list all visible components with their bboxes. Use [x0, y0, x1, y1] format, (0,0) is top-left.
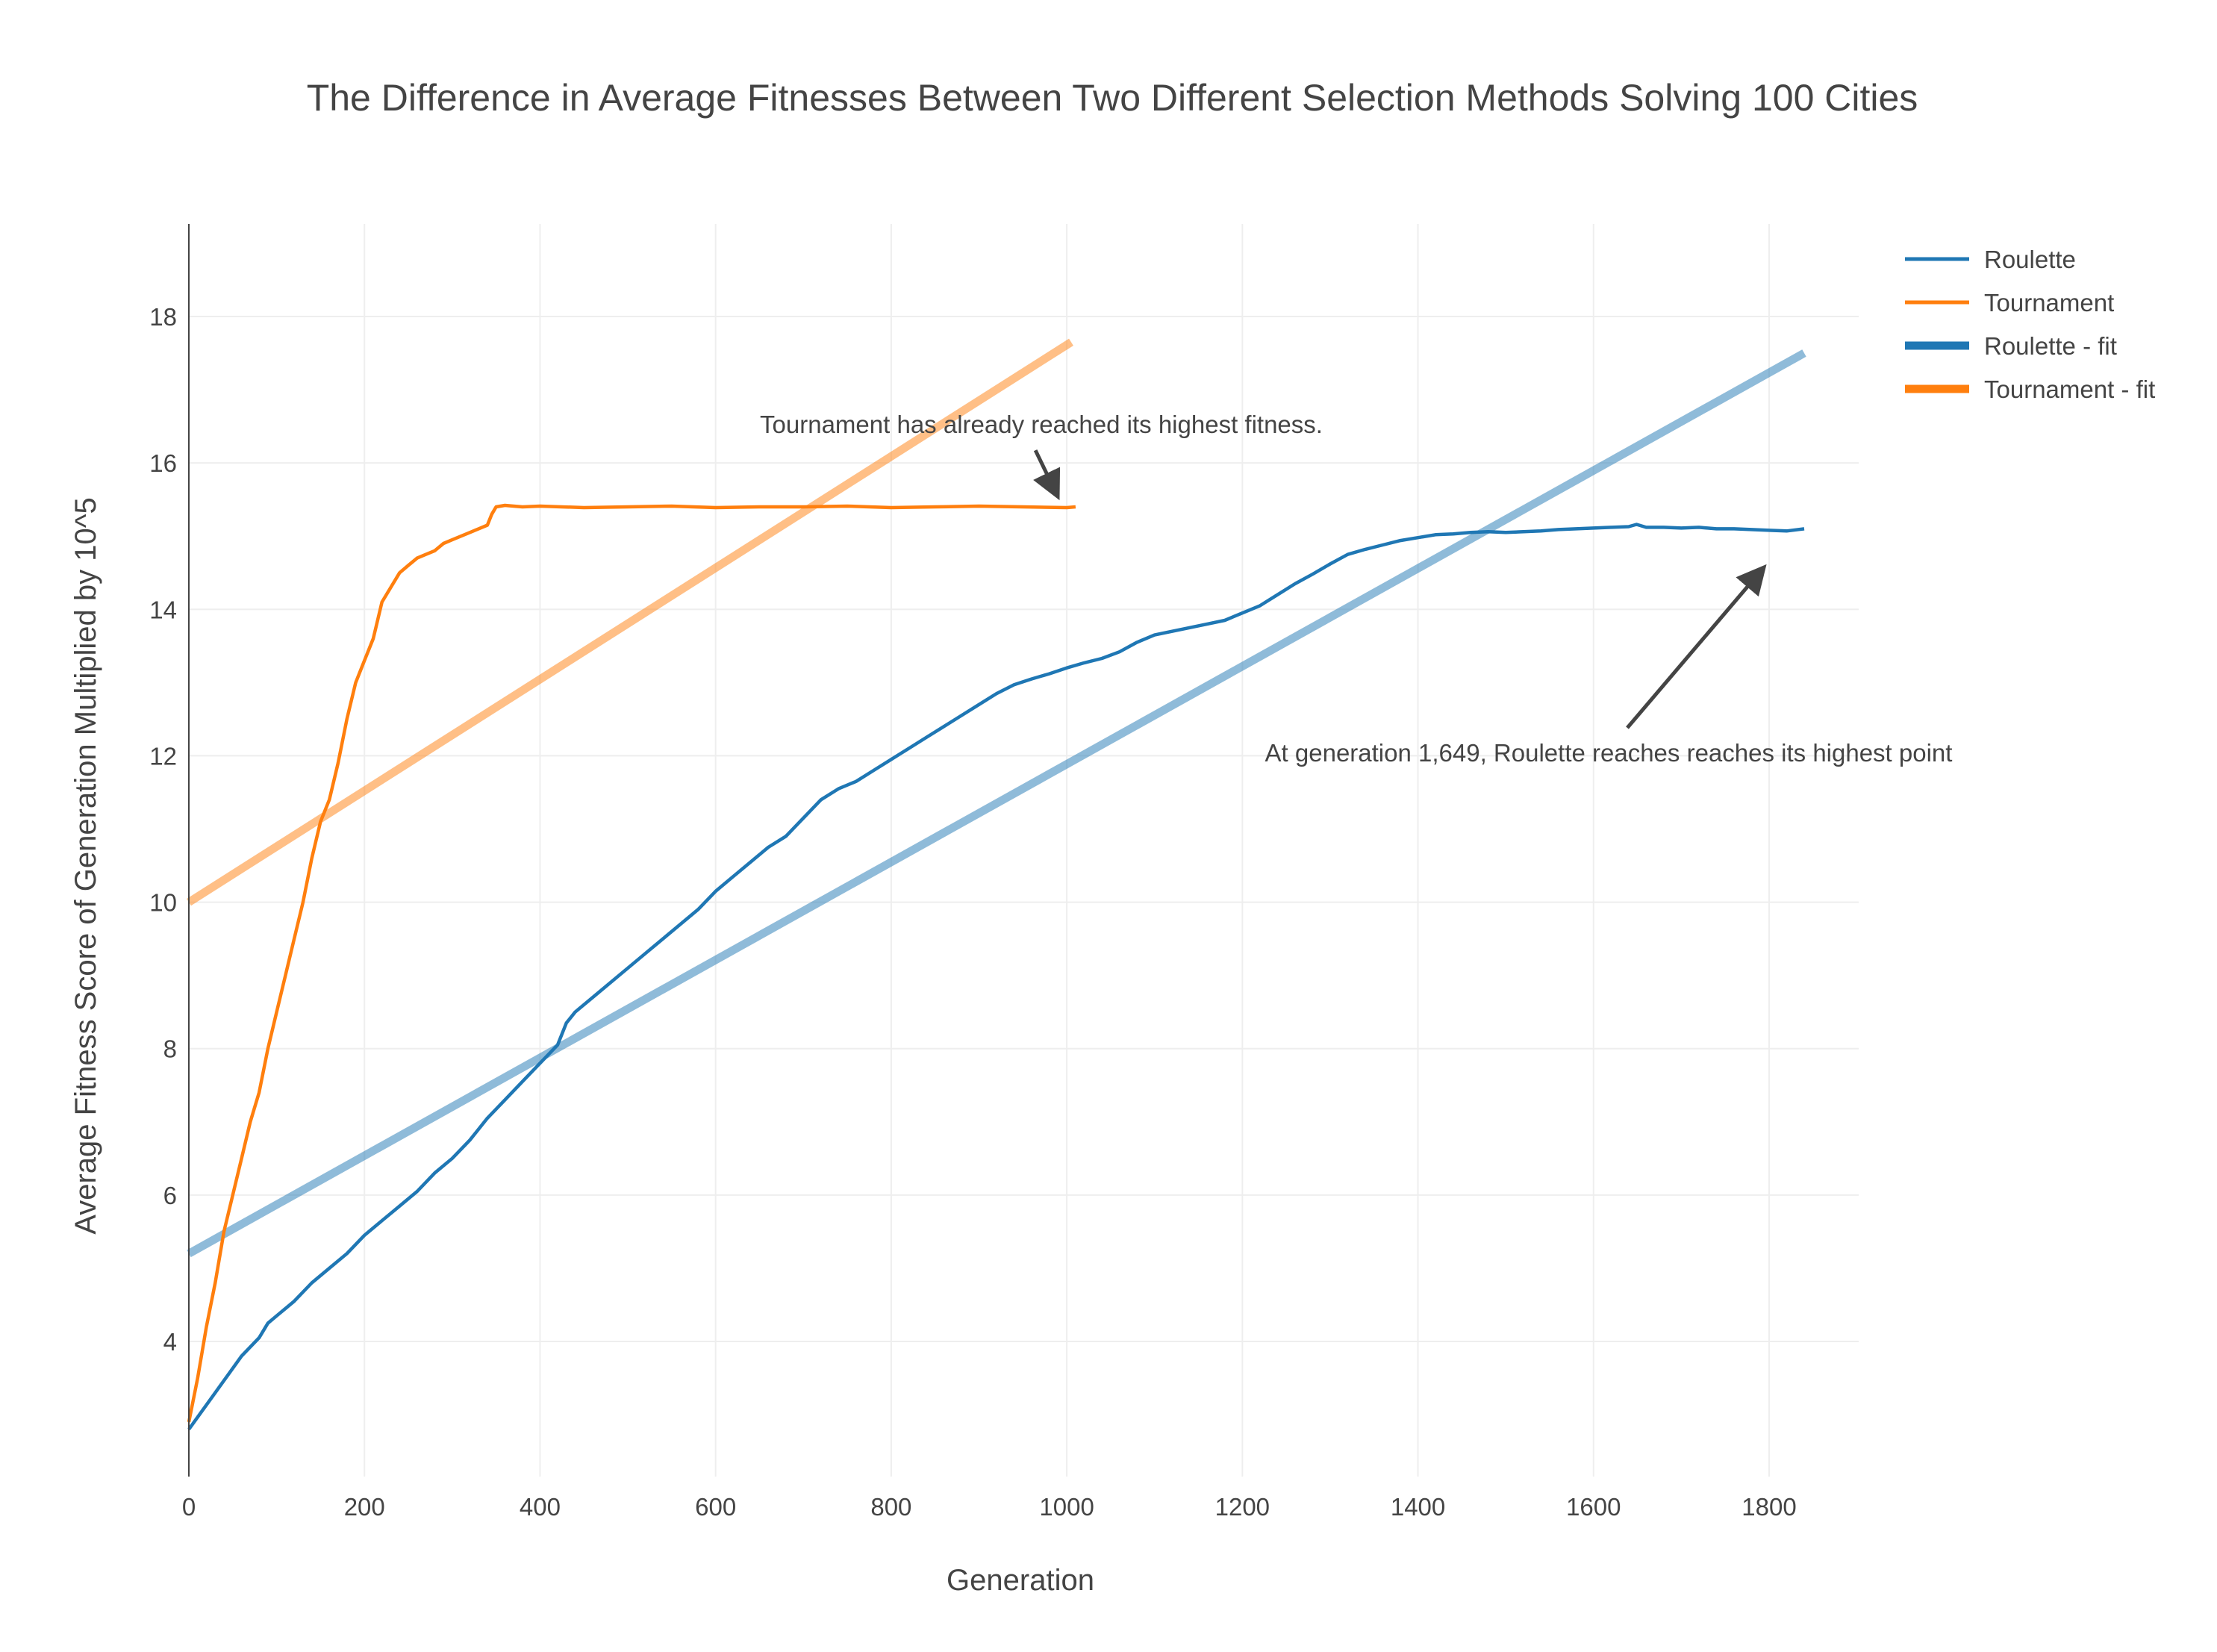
- x-tick-label: 200: [344, 1493, 385, 1521]
- y-tick-label: 10: [149, 889, 177, 917]
- roulette-line: [187, 523, 1805, 1431]
- legend-label[interactable]: Tournament - fit: [1984, 375, 2155, 403]
- y-tick-label: 18: [149, 303, 177, 331]
- roulette-fit-line: [187, 349, 1806, 1258]
- annotation-arrow: [1626, 564, 1767, 729]
- y-tick-label: 8: [163, 1035, 177, 1063]
- y-tick-label: 12: [149, 742, 177, 770]
- grid-lines: [189, 224, 1859, 1477]
- annotation-arrow: [1033, 449, 1061, 501]
- x-tick-label: 1200: [1215, 1493, 1270, 1521]
- legend-label[interactable]: Tournament: [1984, 289, 2114, 317]
- legend[interactable]: Roulette Tournament Roulette - fit Tourname…: [1905, 246, 2155, 403]
- fit-lines: [187, 338, 1806, 1258]
- legend-label[interactable]: Roulette - fit: [1984, 332, 2117, 360]
- x-tick-label: 1600: [1566, 1493, 1621, 1521]
- x-tick-label: 400: [520, 1493, 561, 1521]
- annotations: Tournament has already reached its highe…: [760, 411, 1952, 767]
- axes: 0 200 400 600 800 1000 1200 1400 1600 1800 4 6 8 10 12…: [149, 224, 1797, 1521]
- legend-label[interactable]: Roulette: [1984, 246, 2076, 273]
- y-tick-label: 6: [163, 1182, 177, 1209]
- tournament-fit-line: [187, 338, 1073, 906]
- x-tick-label: 0: [182, 1493, 196, 1521]
- annotation-text: Tournament has already reached its highe…: [760, 411, 1323, 438]
- x-tick-label: 600: [695, 1493, 736, 1521]
- tournament-line: [187, 503, 1076, 1423]
- y-axis-title: Average Fitness Score of Generation Mult…: [69, 497, 102, 1234]
- data-series: [187, 503, 1805, 1431]
- annotation-text: At generation 1,649, Roulette reaches re…: [1265, 739, 1953, 767]
- chart-title: The Difference in Average Fitnesses Betw…: [307, 77, 1918, 119]
- x-tick-label: 1800: [1742, 1493, 1796, 1521]
- x-tick-label: 1000: [1039, 1493, 1094, 1521]
- y-tick-label: 14: [149, 596, 177, 623]
- y-tick-label: 4: [163, 1328, 177, 1356]
- y-tick-label: 16: [149, 449, 177, 477]
- x-tick-label: 1400: [1391, 1493, 1445, 1521]
- x-axis-title: Generation: [947, 1564, 1094, 1597]
- x-tick-label: 800: [870, 1493, 911, 1521]
